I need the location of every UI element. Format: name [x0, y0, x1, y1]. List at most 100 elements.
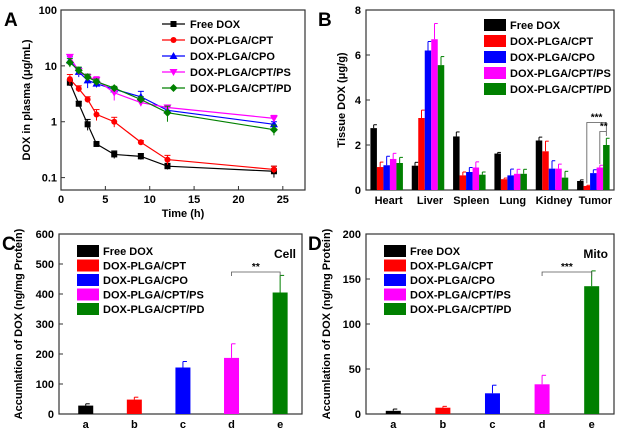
- bar: [561, 177, 569, 190]
- data-point: [74, 66, 83, 75]
- bar: [520, 173, 527, 190]
- y-tick-label: 500: [36, 259, 54, 271]
- data-point: [93, 140, 100, 147]
- data-point: [75, 100, 82, 107]
- legend-marker: [170, 37, 177, 43]
- significance-bracket: [231, 271, 281, 276]
- panel-label: A: [4, 10, 18, 31]
- bar: [78, 405, 94, 414]
- data-point: [137, 153, 144, 160]
- data-point: [84, 96, 91, 103]
- legend-swatch: [384, 303, 406, 315]
- x-tick-label: Kidney: [536, 195, 574, 207]
- x-tick-label: a: [390, 419, 397, 431]
- bar: [513, 173, 521, 190]
- bar: [272, 292, 288, 414]
- legend-swatch: [484, 19, 506, 31]
- x-tick-label: Heart: [375, 195, 403, 207]
- legend-label: Free DOX: [410, 246, 461, 258]
- bar: [583, 185, 591, 190]
- y-tick-label: 300: [36, 319, 54, 331]
- data-point: [111, 118, 118, 125]
- bar: [584, 286, 600, 414]
- data-point: [65, 58, 74, 67]
- bar: [534, 384, 550, 414]
- y-tick-label: 50: [349, 364, 361, 376]
- y-tick-label: 8: [355, 5, 361, 17]
- y-tick-label: 0: [48, 409, 54, 421]
- legend-swatch: [77, 259, 99, 272]
- bar: [175, 367, 191, 414]
- bar: [224, 357, 240, 414]
- bar: [424, 50, 432, 190]
- bar: [459, 175, 467, 190]
- legend-label: DOX-PLGA/CPT: [103, 261, 186, 273]
- data-point: [84, 121, 91, 128]
- data-point: [270, 166, 277, 173]
- data-point: [269, 125, 278, 134]
- y-tick-label: 600: [36, 229, 54, 241]
- bar: [577, 181, 584, 190]
- data-point: [111, 151, 118, 158]
- x-tick-label: Tumor: [579, 195, 613, 207]
- bar: [507, 175, 514, 190]
- legend-label: Free DOX: [190, 19, 241, 31]
- data-point: [137, 139, 144, 146]
- bar: [466, 172, 473, 190]
- panel-condition-label: Mito: [583, 247, 608, 261]
- y-axis-label: DOX in plasma (μg/mL): [21, 39, 33, 160]
- bar: [431, 39, 438, 190]
- bar: [555, 168, 562, 190]
- data-point: [163, 108, 172, 117]
- bar: [437, 65, 445, 190]
- legend-swatch: [484, 35, 506, 47]
- bar: [472, 167, 480, 190]
- y-tick-label: 1: [51, 117, 57, 129]
- legend-swatch: [384, 245, 406, 257]
- bar: [479, 174, 486, 190]
- legend-label: DOX-PLGA/CPT/PD: [190, 83, 292, 95]
- bar: [596, 167, 604, 190]
- x-tick-label: c: [180, 419, 186, 431]
- data-point: [110, 84, 119, 93]
- bar: [500, 179, 508, 190]
- significance-bracket: [586, 122, 607, 184]
- data-point: [164, 163, 171, 170]
- y-tick-label: 6: [355, 50, 361, 62]
- y-axis-label: Tissue DOX (μg/g): [336, 52, 348, 147]
- panel-label: D: [308, 234, 322, 255]
- legend-swatch: [484, 67, 506, 79]
- legend-swatch: [77, 274, 99, 286]
- x-tick-label: 10: [144, 194, 156, 206]
- x-tick-label: Liver: [417, 195, 444, 207]
- y-tick-label: 200: [36, 349, 54, 361]
- bar: [453, 136, 460, 190]
- bar: [385, 410, 401, 414]
- bar: [535, 140, 543, 190]
- legend-swatch: [384, 288, 406, 301]
- data-point: [92, 77, 101, 86]
- y-tick-label: 150: [343, 274, 361, 286]
- bar: [542, 151, 549, 190]
- legend-marker: [169, 69, 178, 76]
- axes-frame: [60, 9, 306, 191]
- bar: [603, 145, 610, 190]
- panel-label: B: [318, 10, 332, 31]
- bar: [370, 128, 377, 190]
- data-point: [93, 111, 100, 118]
- legend-label: DOX-PLGA/CPT: [410, 261, 493, 273]
- bar: [435, 407, 451, 414]
- data-point: [164, 156, 171, 163]
- data-point: [110, 89, 119, 97]
- y-tick-label: 100: [39, 5, 57, 17]
- y-tick-label: 0: [355, 185, 361, 197]
- legend-label: DOX-PLGA/CPO: [410, 275, 495, 287]
- legend-swatch: [77, 245, 99, 257]
- data-point: [75, 85, 82, 92]
- bar: [411, 165, 419, 190]
- bar: [396, 163, 403, 190]
- x-tick-label: 15: [188, 194, 200, 206]
- legend-label: Free DOX: [103, 246, 154, 258]
- legend-swatch: [484, 83, 506, 95]
